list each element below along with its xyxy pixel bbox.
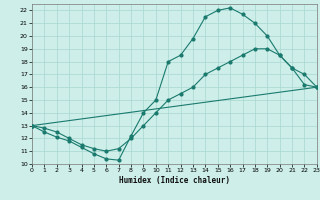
X-axis label: Humidex (Indice chaleur): Humidex (Indice chaleur) [119,176,230,185]
